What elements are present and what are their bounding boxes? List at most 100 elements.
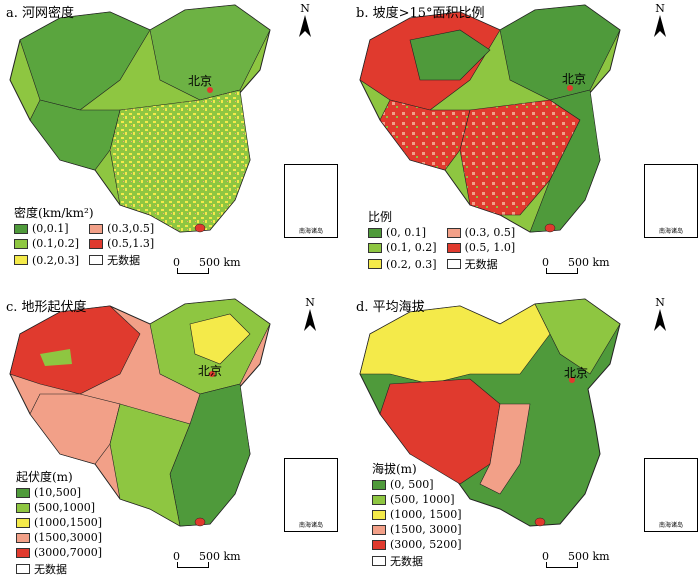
legend-item: (1000,1500] — [16, 516, 102, 529]
north-arrow-icon — [654, 15, 666, 37]
capital-label: 北京 — [188, 74, 213, 88]
legend: 密度(km/km²) (0,0.1] (0.3,0.5] (0.1,0.2] (… — [14, 204, 154, 268]
scale-bar-line — [177, 562, 209, 568]
scale-bar-line — [177, 268, 209, 274]
legend-swatch — [16, 517, 30, 528]
north-arrow: N — [302, 296, 318, 334]
north-arrow: N — [297, 2, 313, 40]
scale-bar-line — [546, 268, 578, 274]
legend-swatch — [446, 259, 461, 269]
panel-title: c. 地形起伏度 — [6, 300, 87, 315]
legend-item: (3000, 5200] — [372, 538, 462, 551]
legend-item: 无数据 — [372, 553, 462, 569]
legend: 比例 (0, 0.1] (0.3, 0.5] (0.1, 0.2] (0.5, … — [368, 208, 515, 272]
legend-item: (10,500] — [16, 486, 102, 499]
legend-swatch — [372, 539, 386, 550]
legend-item: (500,1000] — [16, 501, 102, 514]
legend-swatch — [89, 223, 104, 234]
panel-b: b. 坡度>15°面积比例 N 北京 南海诸岛 比例 (0, 0.1] (0.3… — [350, 0, 700, 294]
legend-swatch — [89, 255, 104, 265]
legend-swatch — [446, 227, 461, 238]
legend-item: (1000, 1500] — [372, 508, 462, 521]
map-river-density — [9, 4, 271, 233]
legend-item: (0,0.1] — [14, 222, 79, 235]
legend-swatch — [446, 242, 461, 253]
scale-bar: 0 500 km — [542, 550, 610, 563]
legend-swatch — [368, 259, 382, 269]
legend-title: 海拔(m) — [372, 462, 417, 476]
legend-item: (1500, 3000] — [372, 523, 462, 536]
legend-title: 比例 — [368, 210, 393, 224]
inset-caption: 南海诸岛 — [298, 522, 323, 529]
panel-c: c. 地形起伏度 N 北京 南海诸岛 起伏度(m) (10,500] (500,… — [0, 294, 350, 588]
legend-item: (0.5,1.3] — [89, 237, 154, 250]
legend-item: (0.3, 0.5] — [446, 226, 515, 239]
legend-item: 无数据 — [16, 561, 102, 577]
legend-swatch — [372, 494, 386, 505]
map-relief — [9, 298, 271, 527]
legend-swatch — [89, 238, 104, 249]
north-arrow-icon — [304, 309, 316, 331]
north-arrow: N — [652, 296, 668, 334]
legend-swatch — [372, 524, 386, 535]
legend-swatch — [14, 255, 28, 265]
legend-item: (3000,7000] — [16, 546, 102, 559]
south-sea-inset: 南海诸岛 — [644, 164, 698, 238]
inset-caption: 南海诸岛 — [298, 228, 323, 235]
legend-swatch — [16, 547, 30, 558]
legend-item: (0, 0.1] — [368, 226, 437, 239]
inset-caption: 南海诸岛 — [658, 522, 683, 529]
legend-title: 密度(km/km²) — [14, 206, 94, 220]
legend-item: 无数据 — [446, 256, 516, 272]
legend-item: (500, 1000] — [372, 493, 462, 506]
legend-swatch — [16, 564, 30, 574]
legend-swatch — [368, 227, 382, 238]
legend-item: (0, 500] — [372, 478, 462, 491]
panel-a: a. 河网密度 N 北京 南海诸岛 密度(km/km²) (0,0.1] (0.… — [0, 0, 350, 294]
legend-swatch — [372, 509, 386, 520]
north-arrow: N — [652, 2, 668, 40]
panel-d: d. 平均海拔 N 北京 南海诸岛 海拔(m) (0, 500] (500, 1… — [350, 294, 700, 588]
north-label: N — [655, 296, 665, 309]
capital-label: 北京 — [564, 366, 589, 380]
map-elevation — [359, 298, 621, 527]
legend-swatch — [16, 502, 30, 513]
north-arrow-icon — [299, 15, 311, 37]
legend-item: 无数据 — [89, 252, 154, 268]
legend-item: (0.1, 0.2] — [368, 241, 437, 254]
legend-swatch — [16, 532, 30, 543]
south-sea-inset: 南海诸岛 — [284, 458, 338, 532]
scale-bar: 0 500 km — [542, 256, 610, 269]
south-sea-inset: 南海诸岛 — [284, 164, 338, 238]
inset-caption: 南海诸岛 — [658, 228, 683, 235]
north-label: N — [655, 2, 665, 15]
legend-item: (0.2, 0.3] — [368, 256, 437, 272]
panel-title: d. 平均海拔 — [356, 300, 425, 315]
legend-swatch — [14, 223, 28, 234]
legend-item: (0.3,0.5] — [89, 222, 154, 235]
panel-title: b. 坡度>15°面积比例 — [356, 6, 485, 21]
legend-item: (1500,3000] — [16, 531, 102, 544]
legend-swatch — [372, 479, 386, 490]
map-slope-ratio — [359, 4, 621, 233]
south-sea-inset: 南海诸岛 — [644, 458, 698, 532]
panel-title: a. 河网密度 — [6, 6, 75, 21]
north-arrow-icon — [654, 309, 666, 331]
capital-label: 北京 — [198, 364, 223, 378]
legend-item: (0.2,0.3] — [14, 252, 79, 268]
legend-swatch — [14, 238, 28, 249]
north-label: N — [300, 2, 310, 15]
scale-bar: 0 500 km — [173, 550, 241, 563]
north-label: N — [305, 296, 315, 309]
legend: 海拔(m) (0, 500] (500, 1000] (1000, 1500] … — [372, 460, 462, 569]
scale-bar: 0 500 km — [173, 256, 241, 269]
legend-item: (0.1,0.2] — [14, 237, 79, 250]
scale-bar-line — [546, 562, 578, 568]
legend-swatch — [372, 556, 386, 566]
legend-title: 起伏度(m) — [16, 470, 73, 484]
legend-item: (0.5, 1.0] — [446, 241, 515, 254]
legend-swatch — [16, 487, 30, 498]
legend: 起伏度(m) (10,500] (500,1000] (1000,1500] (… — [16, 468, 102, 577]
capital-label: 北京 — [562, 72, 587, 86]
legend-swatch — [368, 242, 382, 253]
